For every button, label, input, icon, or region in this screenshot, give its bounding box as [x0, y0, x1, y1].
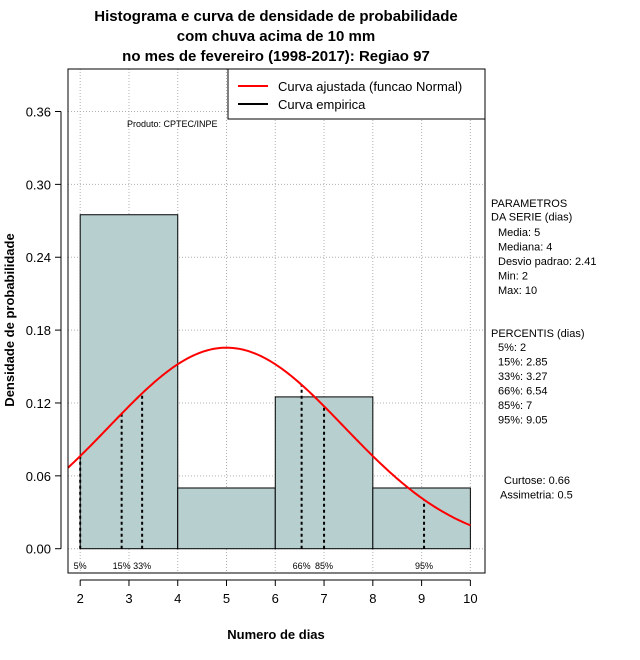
x-tick-label: 8 — [369, 591, 376, 606]
credit-label: Produto: CPTEC/INPE — [127, 119, 218, 129]
y-tick-label: 0.06 — [26, 469, 51, 484]
x-tick-label: 6 — [272, 591, 279, 606]
y-tick-label: 0.12 — [26, 396, 51, 411]
percentile-label: 85% — [315, 561, 333, 571]
percentile-label: 95% — [415, 561, 433, 571]
percentis-line: 15%: 2.85 — [498, 357, 548, 369]
percentile-label: 33% — [133, 561, 151, 571]
percentis-header: PERCENTIS (dias) — [491, 328, 585, 340]
x-tick-label: 10 — [463, 591, 477, 606]
y-tick-label: 0.30 — [26, 177, 51, 192]
percentis-line: 5%: 2 — [498, 342, 526, 354]
legend-empirical-label: Curva empirica — [278, 97, 366, 112]
y-axis-label: Densidade de probabilidade — [2, 233, 17, 406]
x-tick-label: 5 — [223, 591, 230, 606]
y-tick-label: 0.18 — [26, 323, 51, 338]
shape-stat: Curtose: 0.66 — [504, 475, 570, 487]
percentis-line: 33%: 3.27 — [498, 371, 548, 383]
percentis-line: 85%: 7 — [498, 400, 532, 412]
y-tick-label: 0.00 — [26, 542, 51, 557]
chart-title-line: com chuva acima de 10 mm — [177, 28, 375, 45]
x-axis-label: Numero de dias — [227, 627, 325, 642]
percentile-label: 66% — [293, 561, 311, 571]
legend-box — [227, 68, 486, 120]
params-line: Min: 2 — [498, 271, 528, 283]
params-header: DA SERIE (dias) — [491, 212, 572, 224]
params-line: Media: 5 — [498, 227, 540, 239]
chart-title-line: Histograma e curva de densidade de proba… — [94, 8, 457, 25]
params-header: PARAMETROS — [491, 198, 567, 210]
legend-fit-label: Curva ajustada (funcao Normal) — [278, 79, 462, 94]
chart-title-line: no mes de fevereiro (1998-2017): Regiao … — [122, 48, 430, 65]
percentis-line: 66%: 6.54 — [498, 386, 548, 398]
shape-stat: Assimetria: 0.5 — [500, 490, 573, 502]
x-tick-label: 4 — [174, 591, 181, 606]
x-tick-label: 2 — [77, 591, 84, 606]
params-line: Mediana: 4 — [498, 242, 552, 254]
fitted-normal-curve — [67, 346, 471, 527]
x-tick-label: 9 — [418, 591, 425, 606]
percentis-line: 95%: 9.05 — [498, 415, 548, 427]
percentile-label: 5% — [74, 561, 87, 571]
x-tick-label: 3 — [125, 591, 132, 606]
y-tick-label: 0.24 — [26, 250, 51, 265]
params-line: Desvio padrao: 2.41 — [498, 256, 596, 268]
histogram-bar — [79, 214, 179, 550]
percentile-label: 15% — [113, 561, 131, 571]
params-line: Max: 10 — [498, 285, 537, 297]
histogram-bar — [177, 487, 276, 550]
x-tick-label: 7 — [320, 591, 327, 606]
y-tick-label: 0.36 — [26, 105, 51, 120]
histogram-bar — [274, 396, 374, 550]
